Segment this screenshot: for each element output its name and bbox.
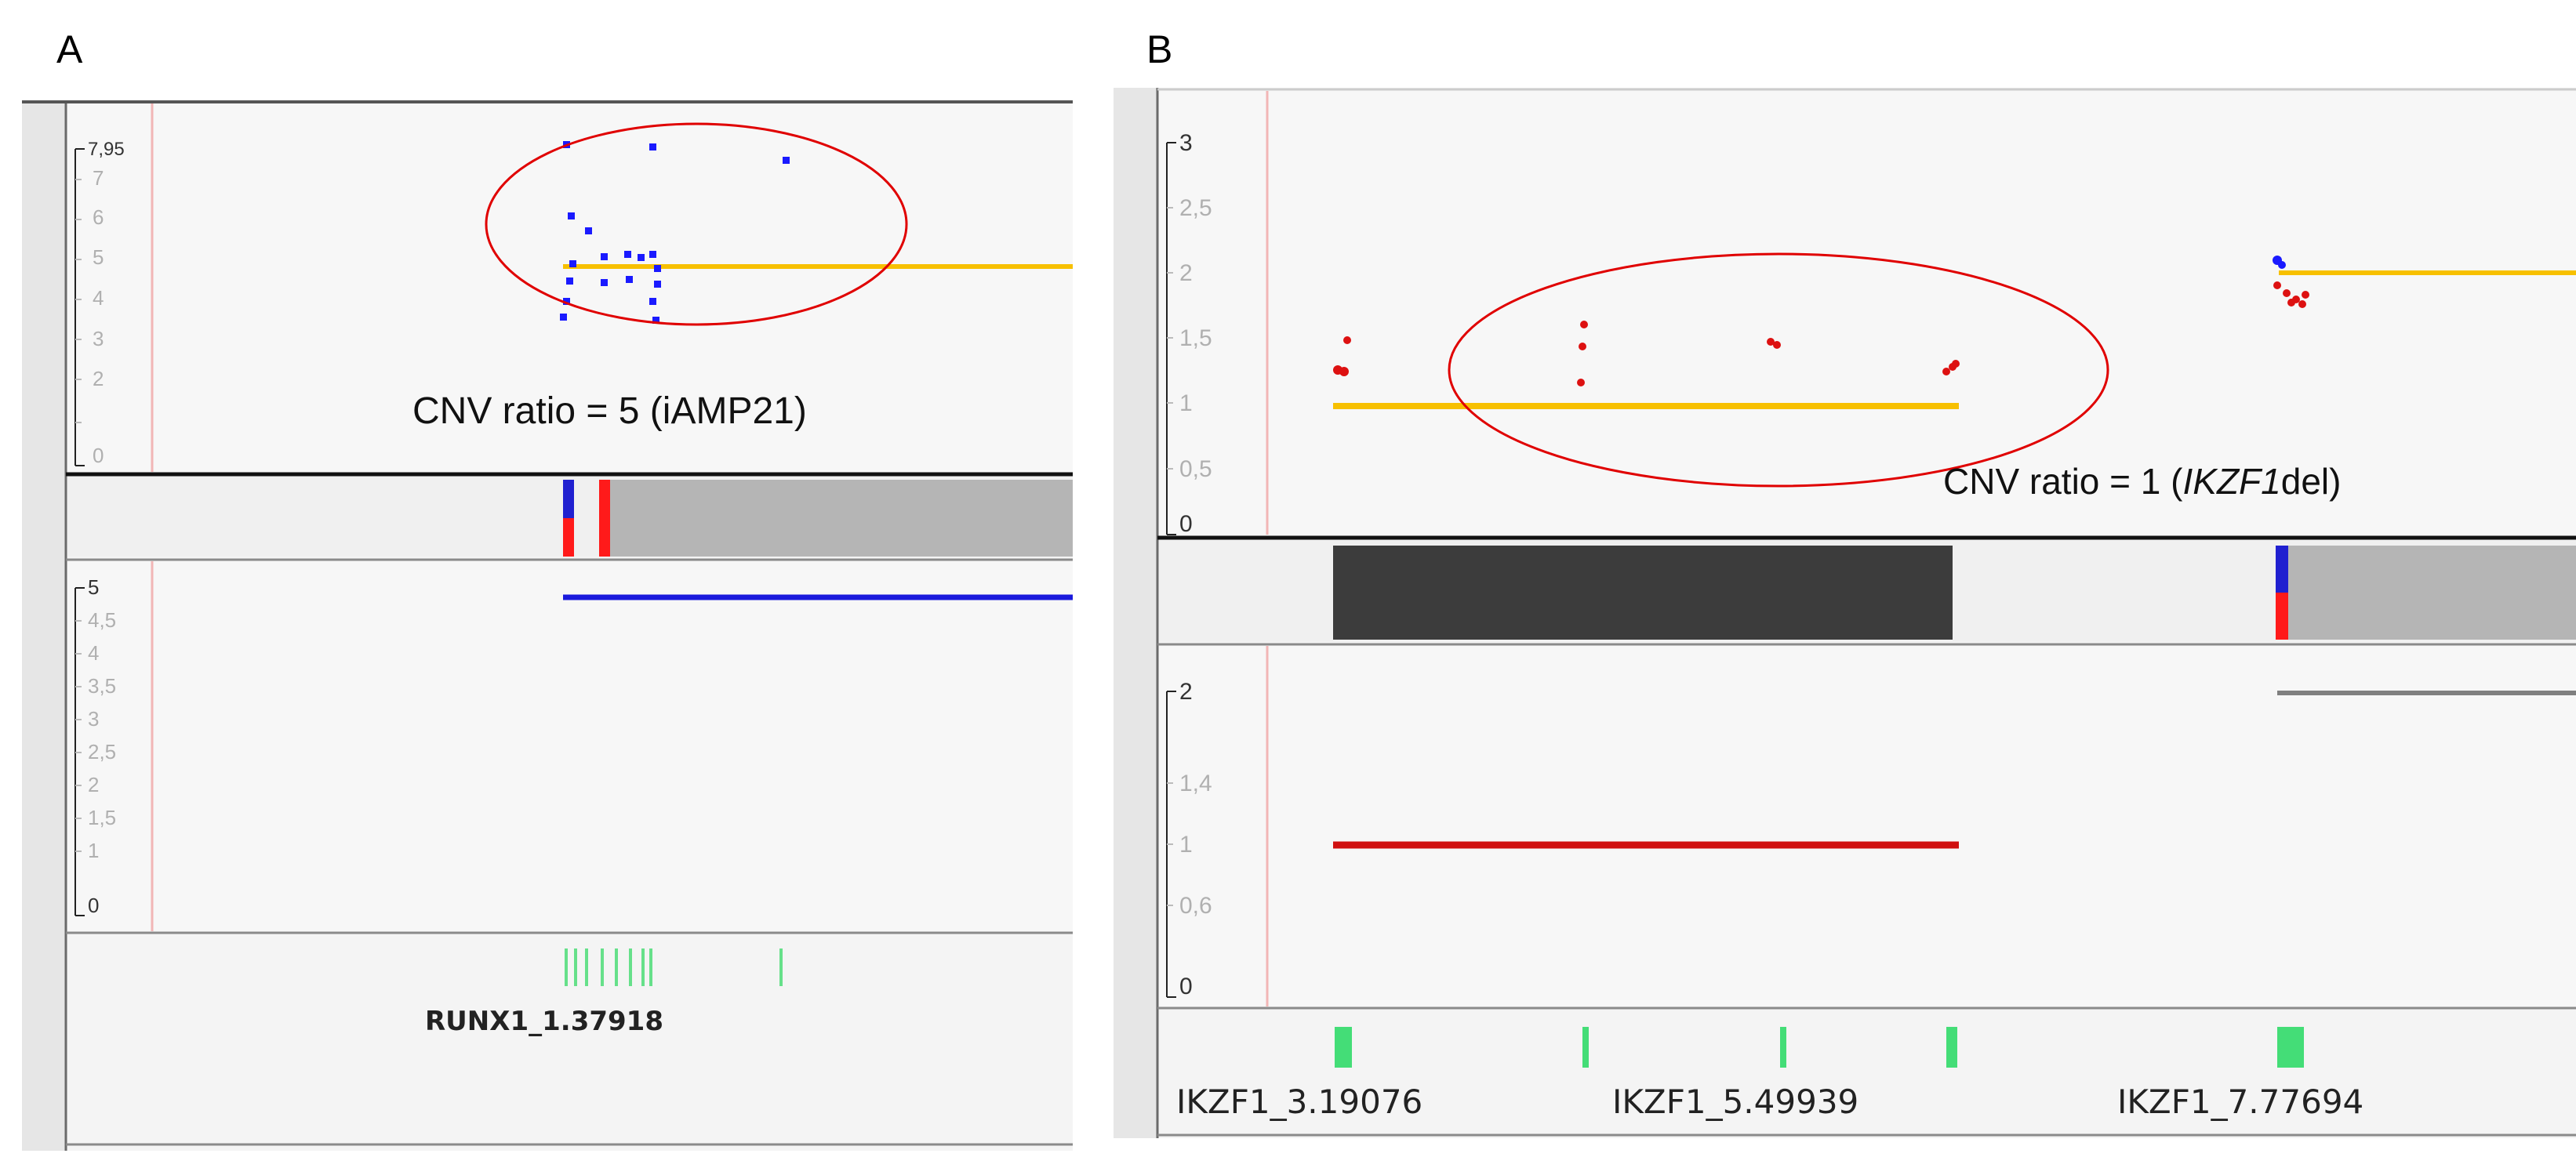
panel-b-gene-label: IKZF1_7.77694 [2117,1083,2363,1121]
panel-a-gray-block [602,480,1073,557]
panel-a-segment-tick: 3 [88,707,99,731]
panel-b-cnv-tick: 3 [1179,130,1193,156]
panel-a-segment-band [67,477,1073,557]
panel-b-red-marker [2276,593,2288,640]
panel-b-viewer: 3 2,5 2 1,5 1 0,5 0 CNV ratio = 1 (IKZF1… [1114,88,2576,1138]
panel-a-segment-tick: 4 [88,641,99,665]
panel-a-cnv-tick: 0 [93,444,104,467]
panel-b-gene-label: IKZF1_3.19076 [1176,1083,1422,1121]
panel-b-cnv-points-blue [2273,256,2286,269]
panel-b-highlight-ellipse [1448,252,2109,488]
panel-b-exons [1335,1027,2304,1068]
panel-b-left-gutter [1114,88,1157,1138]
panel-a-red-bar [599,480,610,557]
panel-b-cnv-tick: 1 [1179,390,1193,416]
panel-a-segment-tick: 1 [88,839,99,862]
panel-a-segment-tick: 0 [88,894,99,917]
panel-a-gene-track: RUNX1_1.37918 [67,934,1073,1146]
panel-a-segment-tick: 2 [88,773,99,796]
panel-a-exons [565,948,783,986]
panel-b-cnv-tick: 2,5 [1179,195,1212,221]
panel-a-left-gutter [22,100,66,1151]
panel-a-segment-tick: 2,5 [88,740,116,763]
panel-b-gene-label: IKZF1_5.49939 [1612,1083,1858,1121]
panel-b-cnv-tick: 1,5 [1179,325,1212,351]
panel-b-dark-block [1333,546,1953,640]
panel-a-gene-label: RUNX1_1.37918 [425,1006,663,1037]
panel-b-gray-block [2282,546,2576,640]
panel-a-segment-tick: 4,5 [88,608,116,632]
panel-a-segment-track: 5 4,5 4 3,5 3 2,5 2 1,5 1 0 [67,561,1073,931]
panel-a-cnv-tick: 6 [93,205,104,229]
panel-b-segment-band [1159,540,2576,642]
panel-b-cnv-tick: 2 [1179,260,1193,286]
panel-a-segment-tick: 1,5 [88,806,116,829]
panel-a-segment-tick: 5 [88,575,99,599]
panel-a-red-marker [563,518,574,557]
panel-b-segment-tick: 2 [1179,679,1193,705]
panel-b-cnv-tick: 0 [1179,511,1193,537]
panel-a-cnv-tick: 5 [93,245,104,269]
panel-b-segment-tick: 0 [1179,974,1193,999]
panel-a-cnv-tick: 7 [93,166,104,190]
panel-b-cnv-points [1333,281,2309,386]
panel-a-highlight-ellipse [485,122,908,326]
panel-b-segment-tick: 0,6 [1179,893,1212,919]
panel-a-cnv-track: 7,95 7 6 5 4 3 2 0 CNV ratio = 5 (iAMP21… [67,103,1073,472]
panel-b-cnv-annotation: CNV ratio = 1 (IKZF1del) [1943,461,2341,502]
panel-b-segment-tick: 1 [1179,832,1193,858]
panel-a-cnv-axis-max-label: 7,95 [88,139,125,160]
panel-a-cnv-tick: 2 [93,367,104,390]
panel-b-gene-track: IKZF1_3.19076 IKZF1_5.49939 IKZF1_7.7769… [1159,1010,2576,1138]
panel-b-segment-tick: 1,4 [1179,771,1212,796]
panel-b-blue-marker [2276,546,2288,593]
panel-a-letter: A [56,27,83,71]
panel-a-cnv-tick: 3 [93,327,104,350]
panel-a-cnv-annotation: CNV ratio = 5 (iAMP21) [412,390,807,432]
panel-a-blue-marker [563,480,574,518]
panel-b-letter: B [1146,27,1173,71]
panel-b-segment-track: 2 1,4 1 0,6 0 [1159,646,2576,1006]
panel-b-cnv-tick: 0,5 [1179,456,1212,482]
panel-a-cnv-tick: 4 [93,286,104,310]
panel-a-segment-tick: 3,5 [88,674,116,698]
panel-b-cnv-track: 3 2,5 2 1,5 1 0,5 0 CNV ratio = 1 (IKZF1… [1159,91,2576,537]
panel-a-viewer: 7,95 7 6 5 4 3 2 0 CNV ratio = 5 (iAMP21… [22,100,1073,1151]
